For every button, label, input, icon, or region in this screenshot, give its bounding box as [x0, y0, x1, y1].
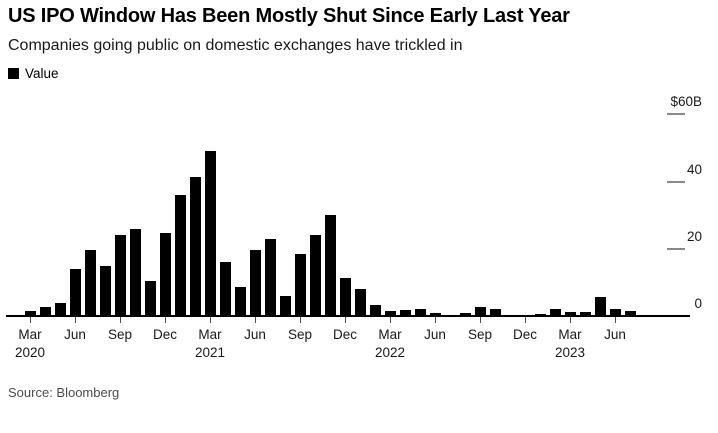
bar [550, 309, 561, 316]
bar [460, 313, 471, 316]
bar [385, 311, 396, 316]
legend: Value [8, 66, 59, 81]
bar [160, 233, 171, 316]
y-tick-label: 20 [686, 229, 702, 244]
x-tick-mark [300, 317, 301, 323]
x-tick-label: Jun [424, 327, 446, 342]
x-tick-mark [75, 317, 76, 323]
bar [55, 303, 66, 316]
chart-subtitle: Companies going public on domestic excha… [8, 37, 463, 54]
bar [25, 311, 36, 316]
x-tick-mark [345, 317, 346, 323]
x-tick-year-label: 2020 [14, 345, 46, 360]
x-axis-line [6, 315, 690, 317]
x-tick-mark [120, 317, 121, 323]
bar [115, 235, 126, 316]
chart-title: US IPO Window Has Been Mostly Shut Since… [8, 5, 570, 27]
x-tick-label: Sep [467, 327, 493, 342]
x-tick-mark [615, 317, 616, 323]
bar [40, 307, 51, 316]
x-tick-label: Mar [198, 327, 222, 342]
bar [100, 266, 111, 316]
legend-label: Value [25, 66, 59, 81]
bar [295, 254, 306, 316]
x-tick-mark [255, 317, 256, 323]
x-tick-label: Jun [244, 327, 266, 342]
bar [565, 312, 576, 316]
bar [190, 177, 201, 316]
x-tick-mark [210, 317, 211, 323]
bar [310, 235, 321, 316]
bar [250, 250, 261, 316]
bar [610, 309, 621, 316]
bar [220, 262, 231, 316]
x-tick-mark [480, 317, 481, 323]
y-grid-dash [667, 248, 685, 250]
bar [175, 195, 186, 316]
y-tick-label: $60B [670, 94, 702, 109]
bar [430, 313, 441, 316]
y-grid-dash [667, 181, 685, 183]
bar [490, 309, 501, 316]
bar [130, 229, 141, 316]
bar [595, 297, 606, 316]
x-tick-label: Mar [18, 327, 42, 342]
x-tick-mark [390, 317, 391, 323]
bar [370, 305, 381, 316]
bar [355, 289, 366, 316]
bar [70, 269, 81, 316]
x-tick-label: Dec [512, 327, 537, 342]
bar [235, 287, 246, 316]
y-tick-label: 0 [694, 296, 702, 311]
x-tick-label: Jun [604, 327, 626, 342]
x-tick-label: Mar [558, 327, 582, 342]
x-tick-label: Jun [64, 327, 86, 342]
bar [415, 309, 426, 316]
bar [580, 312, 591, 316]
bar [280, 296, 291, 316]
x-tick-label: Sep [107, 327, 133, 342]
bar [205, 151, 216, 316]
x-tick-mark [30, 317, 31, 323]
x-tick-year-label: 2021 [194, 345, 226, 360]
bar [265, 239, 276, 316]
x-tick-mark [165, 317, 166, 323]
bar [85, 250, 96, 316]
bar [625, 311, 636, 316]
y-grid-dash [667, 113, 685, 115]
x-tick-mark [570, 317, 571, 323]
x-tick-mark [435, 317, 436, 323]
x-tick-year-label: 2022 [374, 345, 406, 360]
x-tick-label: Dec [152, 327, 177, 342]
x-tick-mark [525, 317, 526, 323]
legend-swatch-icon [8, 68, 19, 79]
bar [475, 307, 486, 316]
bar [340, 278, 351, 316]
x-tick-label: Dec [332, 327, 357, 342]
x-tick-year-label: 2023 [554, 345, 586, 360]
x-tick-label: Sep [287, 327, 313, 342]
source-note: Source: Bloomberg [8, 385, 120, 400]
bar [145, 281, 156, 316]
y-tick-label: 40 [686, 162, 702, 177]
bar [400, 310, 411, 316]
bar [325, 215, 336, 316]
x-tick-label: Mar [378, 327, 402, 342]
